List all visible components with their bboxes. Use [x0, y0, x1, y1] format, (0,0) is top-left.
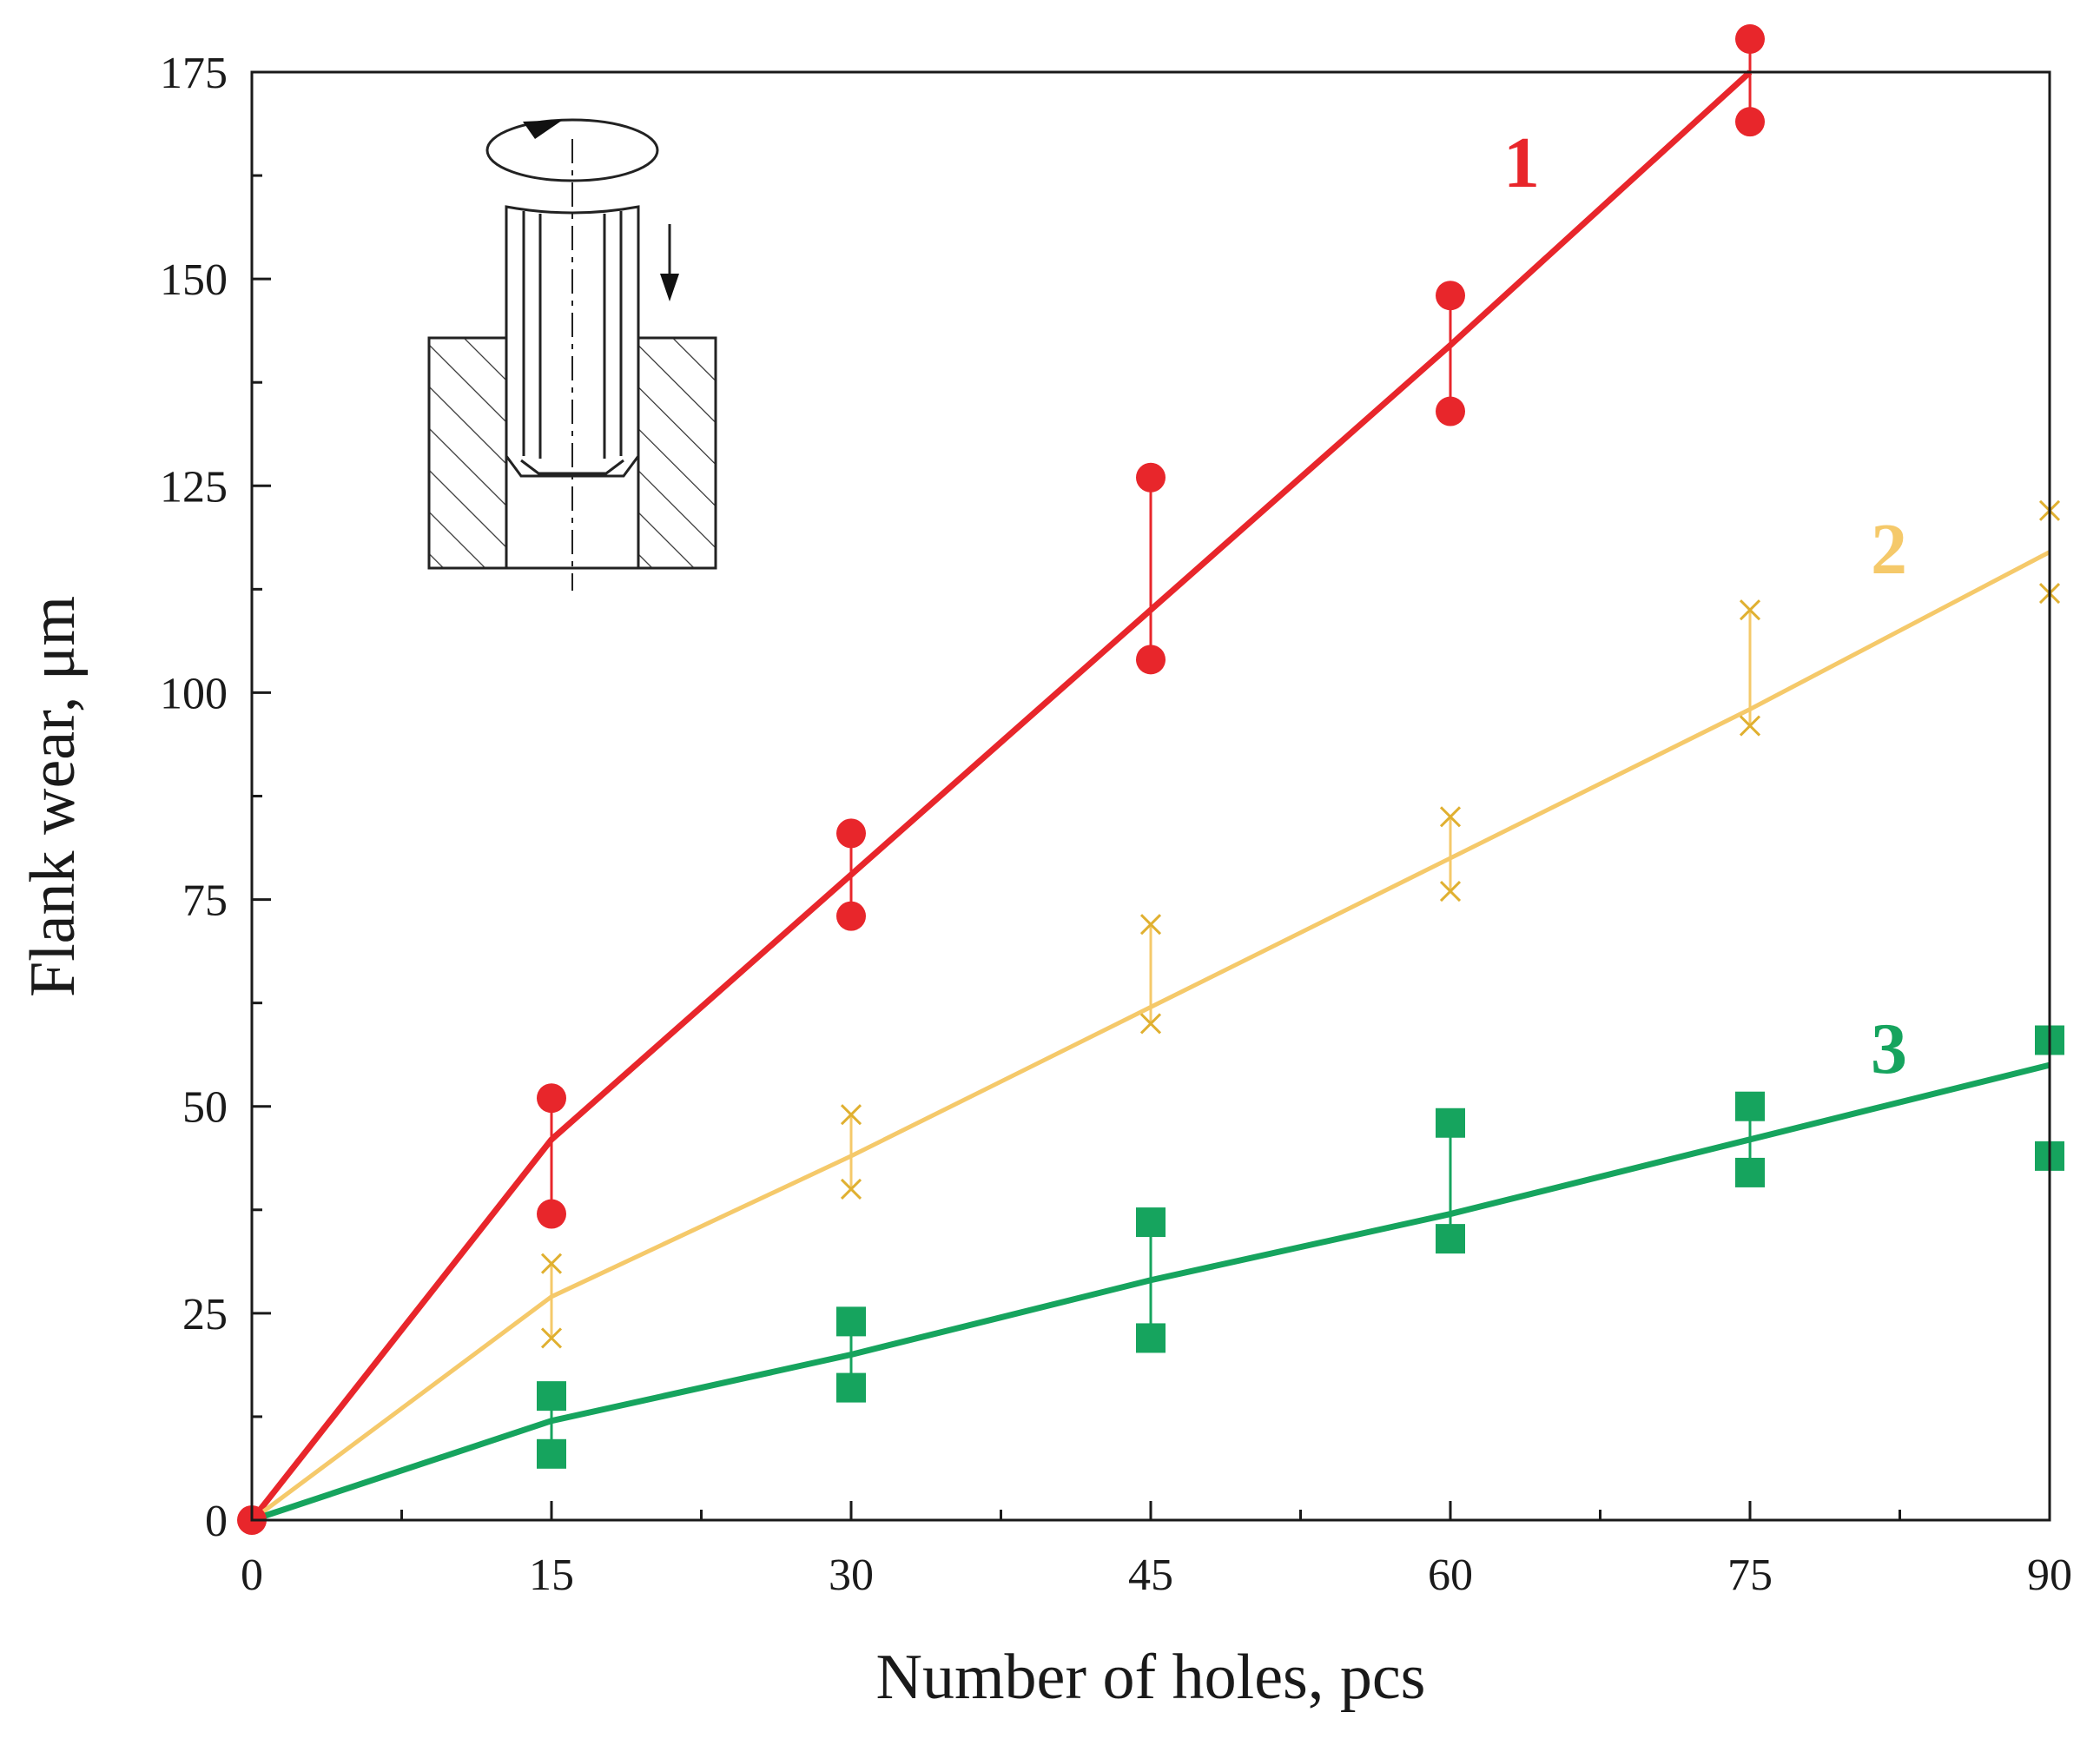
series-3: 3 — [250, 1008, 2064, 1524]
drill-schematic-inset — [427, 118, 717, 591]
series-1-line — [249, 69, 1753, 1523]
x-tick-label: 0 — [241, 1551, 263, 1600]
x-tick-label: 90 — [2027, 1551, 2072, 1600]
data-point-circle — [537, 1083, 566, 1114]
x-axis-title: Number of holes, pcs — [876, 1642, 1426, 1713]
series-3-label: 3 — [1871, 1008, 1907, 1089]
data-point-square — [1735, 1157, 1765, 1187]
data-point-square — [1735, 1091, 1765, 1121]
data-point-square — [537, 1381, 566, 1412]
data-point-square — [836, 1306, 866, 1337]
data-point-x — [540, 1327, 563, 1349]
x-tick-label: 75 — [1727, 1551, 1773, 1600]
x-tick-label: 30 — [829, 1551, 874, 1600]
y-tick-label: 75 — [182, 876, 228, 926]
data-point-x — [1139, 914, 1162, 936]
rotation-arrow-icon — [523, 120, 563, 139]
data-point-circle — [537, 1199, 566, 1229]
data-point-circle — [1735, 107, 1765, 137]
data-point-x — [1739, 599, 1761, 621]
data-point-circle — [1136, 462, 1166, 493]
data-point-x — [1139, 1013, 1162, 1035]
series-1: 1 — [249, 23, 1765, 1523]
data-point-x — [1439, 880, 1462, 903]
data-point-circle — [836, 901, 866, 931]
data-point-circle — [1436, 396, 1465, 426]
data-point-square — [1436, 1108, 1465, 1138]
series-2-label: 2 — [1871, 509, 1907, 590]
data-point-square — [1436, 1224, 1465, 1254]
x-tick-label: 15 — [529, 1551, 574, 1600]
y-tick-label: 125 — [160, 462, 228, 512]
y-tick-label: 100 — [160, 669, 228, 718]
series-layer: 1 2 3 — [237, 23, 2064, 1535]
data-point-x — [840, 1104, 862, 1126]
workpiece-left — [427, 336, 508, 570]
drill-body — [505, 205, 640, 478]
y-tick-label: 25 — [182, 1290, 228, 1339]
y-tick-label: 175 — [160, 49, 228, 98]
data-point-square — [836, 1372, 866, 1403]
x-tick-label: 45 — [1128, 1551, 1173, 1600]
series-2-line — [250, 550, 2051, 1523]
series-1-label: 1 — [1503, 122, 1540, 203]
data-point-square — [1136, 1323, 1166, 1353]
x-tick-label: 60 — [1428, 1551, 1473, 1600]
data-point-circle — [1436, 281, 1465, 311]
data-point-x — [840, 1178, 862, 1200]
workpiece-right — [637, 336, 717, 570]
data-point-circle — [836, 818, 866, 849]
y-axis-title: Flank wear, μm — [17, 596, 89, 997]
series-2: 2 — [250, 499, 2061, 1523]
data-point-x — [540, 1253, 563, 1274]
drill-tip-lines — [520, 459, 624, 475]
feed-arrow-icon — [660, 274, 679, 301]
axis-tick-labels: 0 15 30 45 60 75 90 0 25 50 75 100 125 150 175 — [160, 49, 2072, 1600]
y-tick-label: 150 — [160, 255, 228, 305]
data-point-x — [1439, 806, 1462, 828]
data-point-square — [1136, 1207, 1166, 1238]
rotation-ellipse — [485, 118, 659, 182]
data-point-x — [1739, 715, 1761, 737]
data-point-square — [537, 1438, 566, 1469]
y-tick-label: 0 — [205, 1497, 228, 1546]
plot-frame — [250, 70, 2051, 1522]
y-tick-label: 50 — [182, 1083, 228, 1133]
data-point-circle — [1735, 23, 1765, 54]
data-point-circle — [1136, 645, 1166, 675]
